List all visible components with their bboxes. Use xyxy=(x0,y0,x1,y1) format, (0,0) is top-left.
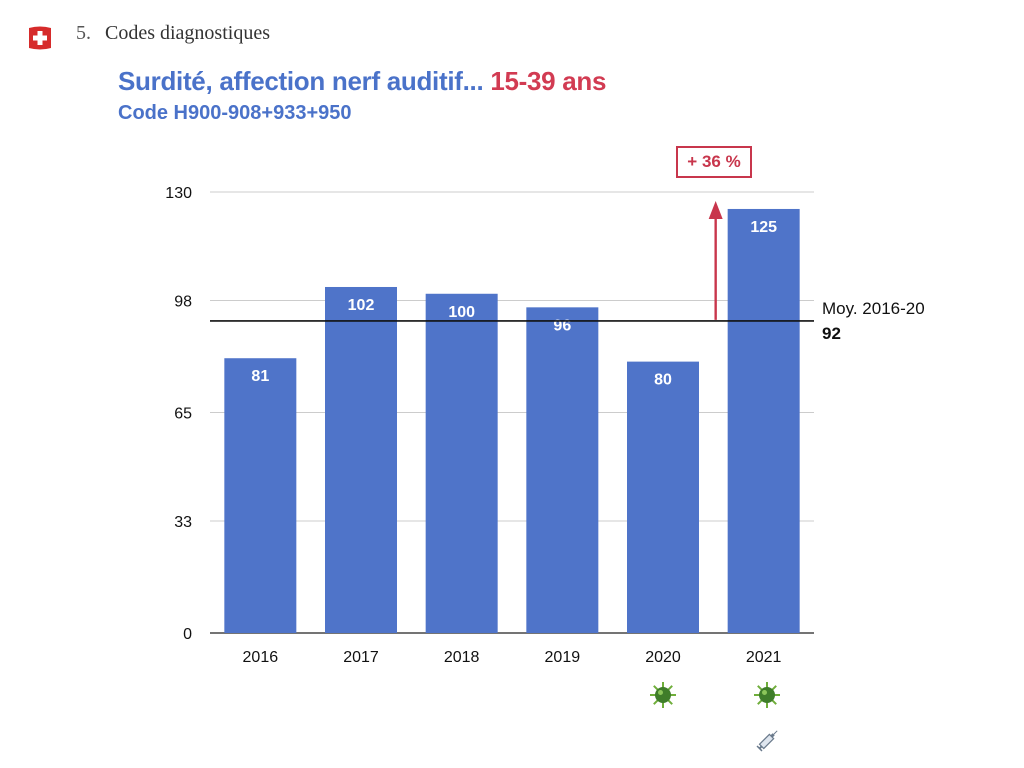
x-tick-label: 2017 xyxy=(343,649,379,666)
bar xyxy=(727,208,800,633)
bar xyxy=(627,361,699,633)
data-label: 81 xyxy=(251,368,269,385)
data-label: 100 xyxy=(448,304,475,321)
bar xyxy=(224,358,297,633)
x-tick-label: 2018 xyxy=(444,649,480,666)
x-tick-label: 2019 xyxy=(545,649,581,666)
average-line-value: 92 xyxy=(822,324,841,343)
data-label: 102 xyxy=(348,297,375,314)
y-tick-label: 65 xyxy=(174,406,192,423)
y-tick-label: 0 xyxy=(183,626,192,643)
data-label: 96 xyxy=(553,317,571,334)
swiss-flag-icon xyxy=(29,26,51,50)
section-heading: 5. Codes diagnostiques xyxy=(76,22,270,45)
chart-title-main: Surdité, affection nerf auditif... xyxy=(118,66,484,96)
syringe-icon xyxy=(756,730,778,752)
y-tick-label: 130 xyxy=(165,185,192,202)
bar xyxy=(526,307,599,633)
x-tick-label: 2016 xyxy=(243,649,279,666)
y-tick-label: 33 xyxy=(174,514,192,531)
chart-subtitle: Code H900-908+933+950 xyxy=(118,102,352,124)
increase-annotation: + 36 % xyxy=(676,146,752,178)
bar xyxy=(425,293,498,633)
average-line-label: Moy. 2016-20 xyxy=(822,299,925,318)
data-label: 125 xyxy=(750,219,777,236)
chart-title: Surdité, affection nerf auditif... 15-39… xyxy=(118,66,606,97)
chart-title-highlight: 15-39 ans xyxy=(490,66,607,96)
section-number: 5. xyxy=(76,22,91,44)
section-title: Codes diagnostiques xyxy=(105,22,270,44)
y-tick-label: 98 xyxy=(174,294,192,311)
data-label: 80 xyxy=(654,372,672,389)
virus-icon xyxy=(650,682,676,708)
virus-icon xyxy=(754,682,780,708)
increase-arrow-head xyxy=(708,200,723,219)
x-tick-label: 2020 xyxy=(645,649,681,666)
x-tick-label: 2021 xyxy=(746,649,782,666)
bar xyxy=(325,286,397,633)
